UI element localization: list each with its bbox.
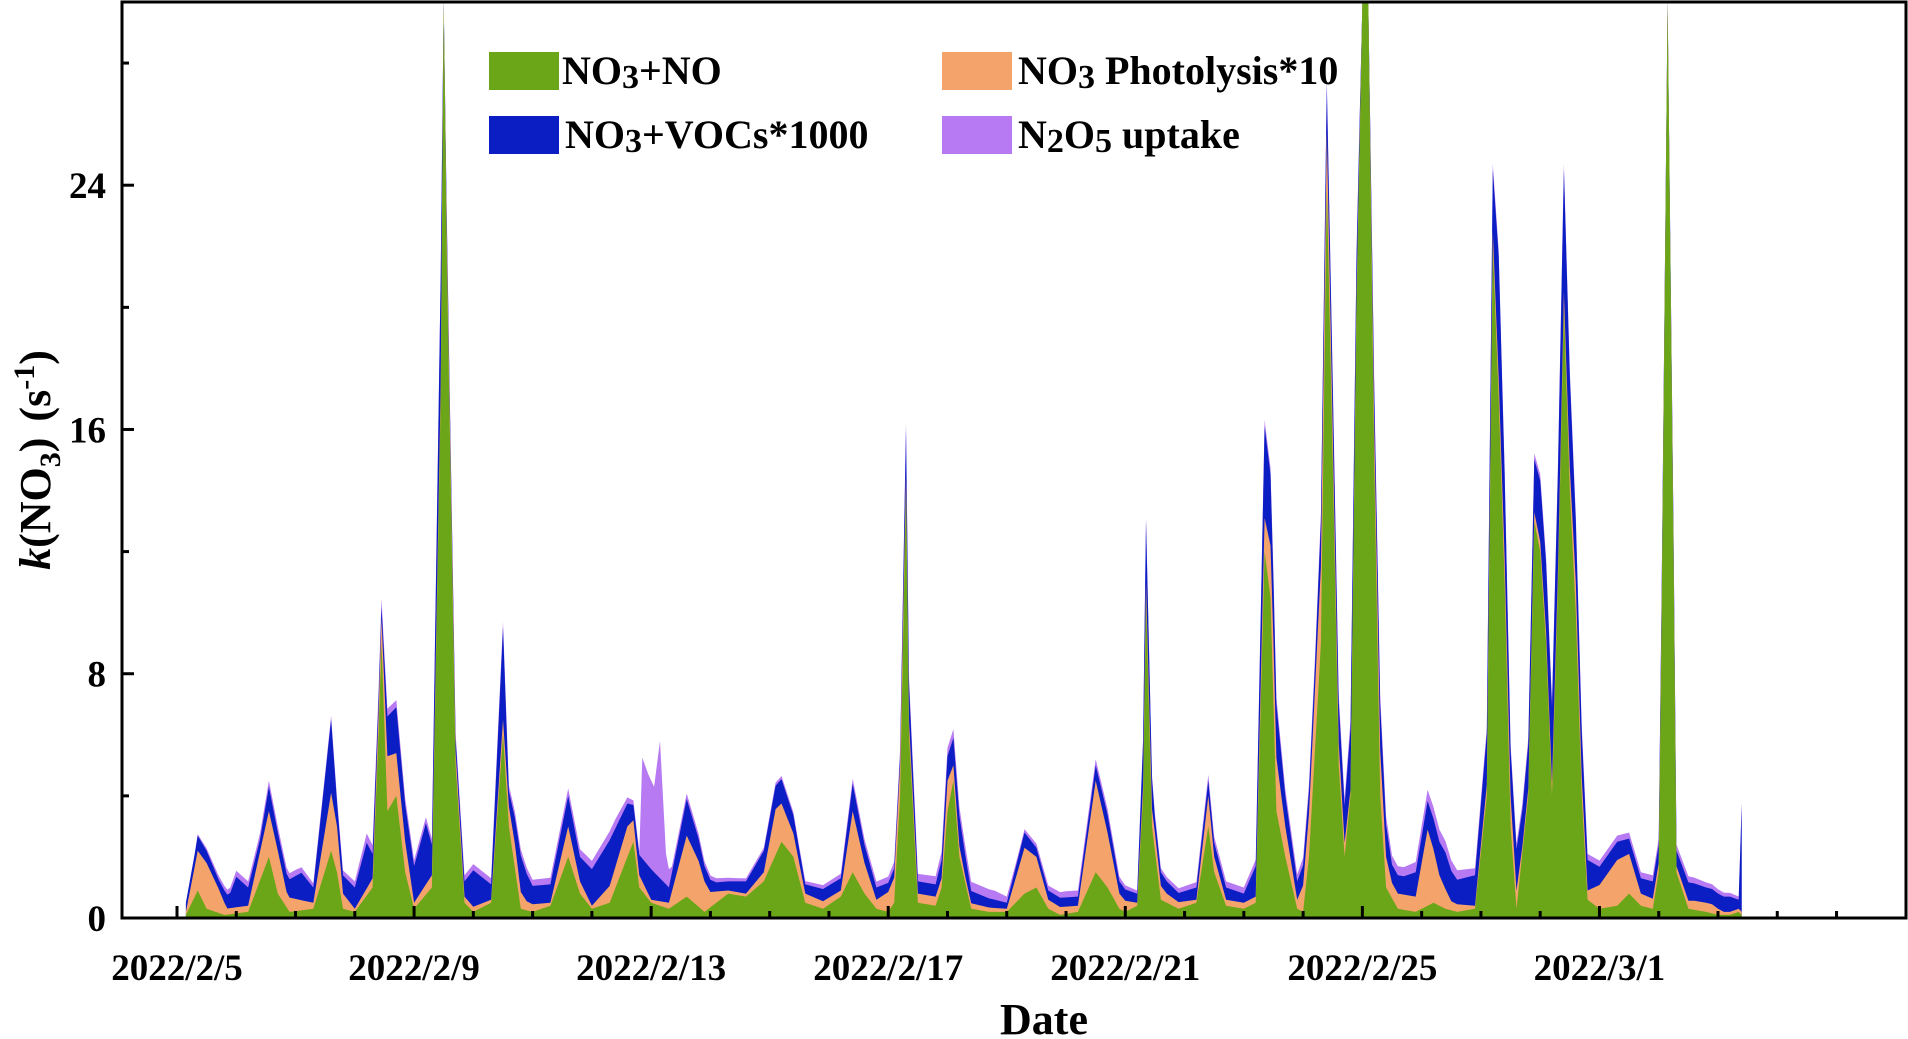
y-title-sub: 3	[34, 452, 67, 467]
y-tick-label: 0	[88, 899, 107, 940]
legend-swatch-no3-no	[489, 52, 559, 90]
x-tick-label: 2022/2/17	[813, 948, 963, 989]
legend-swatch-photolysis	[942, 52, 1012, 90]
y-tick-label: 8	[88, 655, 107, 696]
legend-label-no3-no: NO3+NO	[562, 48, 722, 96]
legend-label-vocs: NO3+VOCs*1000	[565, 112, 868, 160]
y-title-unit-close: )	[11, 350, 60, 365]
axis-layer: 0 8 16 24 2022/2/5 2022/2/9 2022/2/13 2022/2/17…	[69, 61, 1839, 989]
legend-swatch-vocs	[489, 116, 559, 154]
x-tick-label: 2022/2/5	[111, 948, 243, 989]
x-tick-label: 2022/2/9	[348, 948, 480, 989]
y-title-k: k	[11, 548, 60, 570]
series-area-no3-no	[185, 2, 1742, 918]
x-tick-label: 2022/2/13	[576, 948, 726, 989]
series-layer	[185, 2, 1742, 918]
legend-label-n2o5: N2O5 uptake	[1018, 112, 1240, 160]
y-tick-label: 24	[69, 166, 106, 207]
y-title-sup: -1	[8, 365, 41, 390]
y-axis-title: k(NO3) (s-1)	[8, 350, 67, 570]
y-title-species: (NO	[11, 467, 60, 548]
x-tick-label: 2022/3/1	[1534, 948, 1666, 989]
x-tick-label: 2022/2/21	[1050, 948, 1200, 989]
legend-label-photolysis: NO3 Photolysis*10	[1018, 48, 1338, 96]
y-title-unit: (s	[11, 390, 60, 422]
x-axis-title: Date	[1000, 995, 1088, 1039]
legend: NO3+NO NO3 Photolysis*10 NO3+VOCs*1000 N…	[489, 48, 1338, 160]
y-tick-label: 16	[69, 410, 106, 451]
legend-swatch-n2o5	[942, 116, 1012, 154]
y-title-close: )	[11, 438, 60, 453]
plot-frame	[120, 0, 1908, 920]
x-tick-label: 2022/2/25	[1287, 948, 1437, 989]
